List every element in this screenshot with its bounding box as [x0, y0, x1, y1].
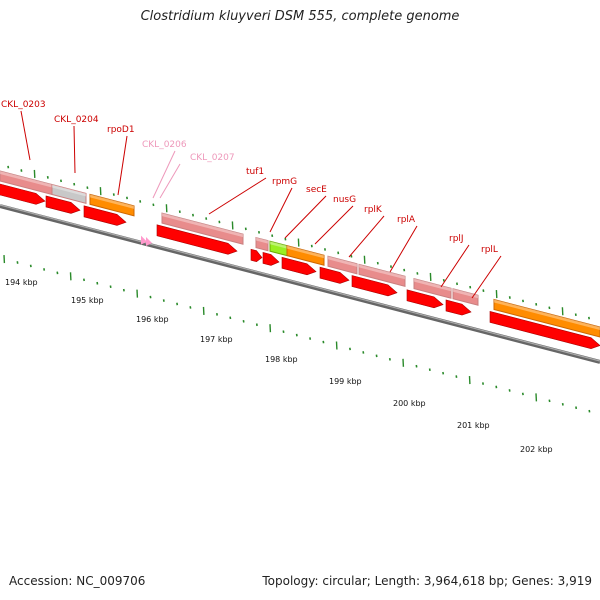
leader-line [348, 215, 385, 258]
gene-features [0, 170, 600, 349]
leader-line [314, 205, 354, 245]
gene-band-tuf1-shine [162, 213, 243, 238]
cds-arrow [489, 311, 600, 349]
gene-label: CKL_0204 [54, 115, 99, 125]
rna-marker [141, 235, 147, 245]
cds-arrow [156, 224, 238, 255]
leader-line [117, 135, 128, 196]
cds-arrow [406, 289, 444, 309]
ruler-label: 197 kbp [200, 335, 233, 344]
gene-band-rplk-shine [359, 264, 405, 280]
ruler-labels: 194 kbp 195 kbp 196 kbp 197 kbp 198 kbp 199 k… [5, 278, 553, 454]
cds-arrow [281, 256, 317, 276]
ruler-label: 195 kbp [71, 296, 104, 305]
leader-line [159, 163, 181, 199]
gene-band-rplj-shine [453, 288, 478, 299]
accession-text: Accession: NC_009706 [9, 574, 146, 588]
ruler-label: 194 kbp [5, 278, 38, 287]
leader-line [73, 125, 76, 174]
gene-label: rplK [364, 205, 383, 215]
topology-text: Topology: circular; Length: 3,964,618 bp… [262, 574, 592, 588]
label-leaders [20, 110, 502, 299]
cds-arrow [250, 248, 263, 263]
ruler-label: 196 kbp [136, 315, 169, 324]
gene-label: CKL_0206 [142, 140, 187, 150]
cds-arrow [351, 275, 398, 297]
gene-band-small [255, 236, 269, 252]
leader-line [284, 195, 327, 239]
gene-band-rpll-shine [494, 299, 600, 330]
leader-line [440, 244, 470, 288]
gene-labels: CKL_0203 CKL_0204 rpoD1 CKL_0206CKL_0207tuf… [1, 100, 498, 255]
ruler-label: 198 kbp [265, 355, 298, 364]
backbone [0, 204, 600, 364]
gene-label: CKL_0207 [190, 153, 235, 163]
gene-band-rpod1-shine [90, 194, 134, 209]
gene-label: rpmG [272, 177, 297, 187]
map-title: Clostridium kluyveri DSM 555, complete g… [140, 9, 460, 24]
gene-label: rplA [397, 215, 416, 225]
gene-label: nusG [333, 195, 356, 205]
leader-line [471, 255, 502, 299]
gene-band-rpmg-shine [270, 241, 287, 249]
cds-arrow [83, 205, 127, 226]
gene-band-rpod1 [89, 193, 135, 217]
gene-band-nusg [327, 255, 358, 275]
backbone-highlight [0, 204, 600, 362]
ruler-label: 202 kbp [520, 445, 553, 454]
ruler-label: 201 kbp [457, 421, 490, 430]
ruler-label: 199 kbp [329, 377, 362, 386]
rna-marker [146, 236, 152, 246]
gene-label: rplJ [449, 234, 464, 244]
ruler-label: 200 kbp [393, 399, 426, 408]
cds-arrow [319, 266, 350, 284]
gene-band-small-shine [256, 237, 268, 244]
gene-label: rplL [481, 245, 498, 255]
cds-arrow [45, 195, 81, 214]
gene-label: rpoD1 [107, 125, 135, 135]
leader-line [208, 177, 267, 215]
gene-band-ckl0203-shine [0, 171, 52, 188]
gene-band-sece [286, 244, 325, 266]
gene-band-rplj [452, 288, 479, 306]
gene-band-rplk [358, 263, 406, 287]
gene-label: CKL_0203 [1, 100, 46, 110]
gene-band-rpla [413, 277, 452, 299]
gene-band-ckl0204-shine [52, 184, 86, 197]
leader-line [152, 150, 176, 199]
leader-line [269, 187, 293, 233]
cds-arrow [445, 299, 472, 316]
cds-arrow [262, 251, 280, 266]
backbone-line [0, 204, 600, 364]
cds-arrow [0, 183, 46, 205]
gene-label: tuf1 [246, 167, 264, 177]
gene-band-nusg-shine [328, 256, 357, 267]
gene-band-ckl0204 [51, 183, 87, 205]
leader-line [20, 110, 31, 161]
gene-band-rpla-shine [414, 278, 451, 292]
gene-band-tuf1 [161, 212, 244, 245]
gene-band-rpll [493, 298, 600, 338]
gene-band-sece-shine [287, 245, 324, 259]
ruler-ticks [3, 165, 591, 413]
gene-label: secE [306, 185, 327, 195]
leader-line [389, 225, 418, 273]
